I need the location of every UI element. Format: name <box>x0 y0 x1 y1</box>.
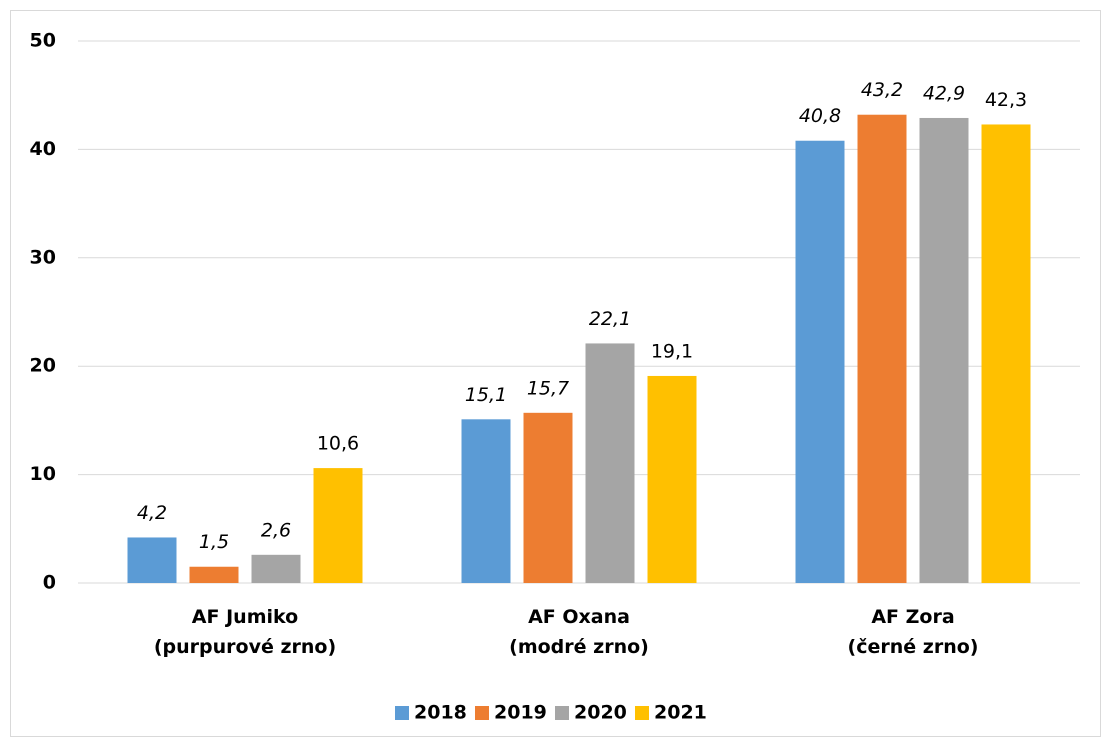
value-label: 10,6 <box>317 433 359 455</box>
value-label: 42,9 <box>923 82 965 104</box>
bar <box>461 419 511 583</box>
y-tick-label: 50 <box>30 30 56 52</box>
bar <box>919 117 969 584</box>
bar <box>857 114 907 583</box>
value-label: 2,6 <box>261 519 291 541</box>
value-label: 4,2 <box>137 502 167 524</box>
x-tick-label: AF Jumiko (purpurové zrno) <box>153 606 337 658</box>
x-tick-label: AF Zora (černé zrno) <box>847 606 979 658</box>
y-tick-label: 20 <box>30 355 56 377</box>
value-label: 22,1 <box>589 308 631 330</box>
value-label: 1,5 <box>199 531 229 553</box>
bar <box>127 537 177 583</box>
legend-label: 2021 <box>654 702 707 724</box>
bar <box>981 124 1031 583</box>
value-label: 15,1 <box>465 384 507 406</box>
legend-swatch <box>555 706 569 720</box>
legend-label: 2018 <box>414 702 467 724</box>
bar <box>647 375 697 583</box>
y-tick-label: 40 <box>30 138 56 160</box>
value-label: 15,7 <box>527 377 569 399</box>
value-label: 42,3 <box>985 89 1027 111</box>
y-tick-label: 30 <box>30 246 56 268</box>
value-label: 19,1 <box>651 340 693 362</box>
bar <box>585 343 635 583</box>
value-label: 40,8 <box>799 105 841 127</box>
value-label: 43,2 <box>861 79 903 101</box>
bar <box>189 566 239 583</box>
bar <box>251 554 301 583</box>
legend-swatch <box>475 706 489 720</box>
y-tick-label: 10 <box>30 463 56 485</box>
y-tick-label: 0 <box>43 572 56 594</box>
legend-swatch <box>395 706 409 720</box>
bar <box>795 140 845 583</box>
legend-label: 2020 <box>574 702 627 724</box>
bar <box>313 468 363 583</box>
x-tick-label: AF Oxana (modré zrno) <box>509 606 649 658</box>
legend-swatch <box>635 706 649 720</box>
legend-label: 2019 <box>494 702 547 724</box>
bar <box>523 412 573 583</box>
chart-border <box>10 10 1101 737</box>
